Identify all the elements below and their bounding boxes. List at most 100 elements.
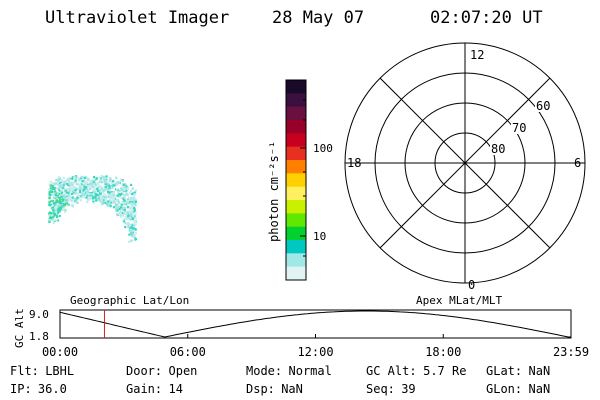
lat-label-60: 60 (536, 99, 550, 113)
auroral-pixel (67, 184, 70, 187)
auroral-pixel (131, 193, 134, 196)
auroral-pixel (133, 200, 136, 203)
auroral-pixel (64, 210, 67, 213)
auroral-pixel (53, 214, 56, 217)
auroral-pixel (94, 184, 97, 187)
auroral-pixel (50, 193, 53, 196)
auroral-pixel (78, 188, 81, 191)
auroral-pixel (94, 193, 97, 196)
auroral-pixel (58, 206, 61, 209)
auroral-pixel (132, 225, 135, 228)
auroral-pixel (107, 202, 110, 205)
auroral-pixel (90, 196, 93, 199)
auroral-pixel (134, 213, 137, 216)
auroral-pixel (54, 198, 57, 201)
auroral-pixel (131, 187, 134, 190)
auroral-pixel (96, 183, 99, 186)
mlt-label-18: 18 (347, 156, 361, 170)
status-key: Gain: (126, 382, 163, 396)
auroral-pixel (83, 188, 86, 191)
auroral-pixel (122, 201, 125, 205)
auroral-pixel (112, 193, 115, 197)
auroral-pixel (51, 193, 55, 196)
auroral-pixel (82, 193, 85, 197)
auroral-pixel (67, 189, 70, 192)
auroral-pixel (93, 186, 96, 189)
auroral-pixel (131, 230, 134, 233)
auroral-pixel (59, 202, 62, 205)
auroral-pixel (133, 191, 136, 194)
auroral-pixel (104, 201, 107, 204)
auroral-pixel (106, 185, 109, 188)
auroral-pixel (122, 183, 125, 186)
auroral-pixel (88, 196, 91, 199)
auroral-pixel (117, 201, 120, 204)
status-value: NaN (528, 382, 551, 396)
auroral-pixel (124, 211, 127, 214)
auroral-pixel (63, 194, 66, 197)
auroral-pixel (83, 185, 86, 188)
auroral-pixel (101, 200, 104, 203)
auroral-pixel (61, 205, 64, 208)
auroral-pixel (67, 191, 70, 194)
auroral-pixel (108, 194, 111, 197)
auroral-pixel (83, 186, 86, 190)
auroral-pixel (85, 189, 88, 192)
auroral-pixel (77, 197, 80, 200)
auroral-pixel (108, 199, 112, 202)
auroral-pixel (58, 176, 61, 179)
lat-label-80: 80 (491, 142, 505, 156)
auroral-pixel (58, 196, 61, 199)
auroral-pixel (63, 203, 66, 206)
auroral-pixel (64, 189, 67, 192)
auroral-pixel (54, 203, 57, 206)
auroral-pixel (114, 198, 117, 201)
altitude-left-title: Geographic Lat/Lon (70, 294, 189, 307)
auroral-pixel (132, 227, 136, 230)
auroral-pixel (126, 186, 129, 189)
status-value: LBHL (45, 364, 75, 378)
auroral-pixel (127, 214, 130, 217)
auroral-pixel (113, 195, 117, 198)
auroral-pixel (50, 184, 53, 187)
auroral-pixel (98, 176, 101, 179)
auroral-pixel (97, 198, 100, 201)
colorbar-frame (285, 79, 307, 281)
auroral-pixel (61, 191, 64, 194)
auroral-pixel (117, 190, 120, 193)
auroral-pixel (65, 197, 68, 200)
auroral-pixel (68, 182, 71, 185)
auroral-pixel (128, 217, 131, 221)
status-value: 36.0 (37, 382, 67, 396)
auroral-pixel (65, 179, 68, 183)
auroral-pixel (127, 199, 130, 202)
auroral-pixel (108, 186, 111, 189)
auroral-pixel (105, 175, 108, 178)
auroral-pixel (48, 211, 51, 214)
auroral-pixel (56, 216, 59, 219)
auroral-pixel (92, 181, 95, 184)
auroral-pixel (104, 196, 107, 199)
auroral-pixel (109, 178, 112, 181)
auroral-pixel (112, 197, 115, 200)
auroral-pixel (60, 195, 63, 198)
auroral-pixel (86, 183, 89, 186)
time-label: 02:07:20 UT (430, 8, 543, 28)
auroral-pixel (132, 216, 135, 219)
auroral-pixel (125, 213, 128, 216)
auroral-pixel (95, 197, 98, 200)
auroral-pixel (79, 184, 82, 187)
auroral-pixel (114, 204, 117, 207)
auroral-pixel (131, 232, 134, 235)
auroral-pixel (72, 191, 75, 194)
auroral-pixel (108, 184, 111, 187)
auroral-pixel (122, 197, 125, 200)
auroral-pixel (129, 207, 132, 210)
status-value: Open (168, 364, 198, 378)
auroral-pixel (131, 212, 134, 215)
auroral-pixel (52, 208, 55, 211)
auroral-pixel (74, 175, 78, 178)
auroral-pixel (74, 197, 77, 200)
auroral-pixel (59, 197, 63, 200)
auroral-pixel (102, 189, 105, 192)
